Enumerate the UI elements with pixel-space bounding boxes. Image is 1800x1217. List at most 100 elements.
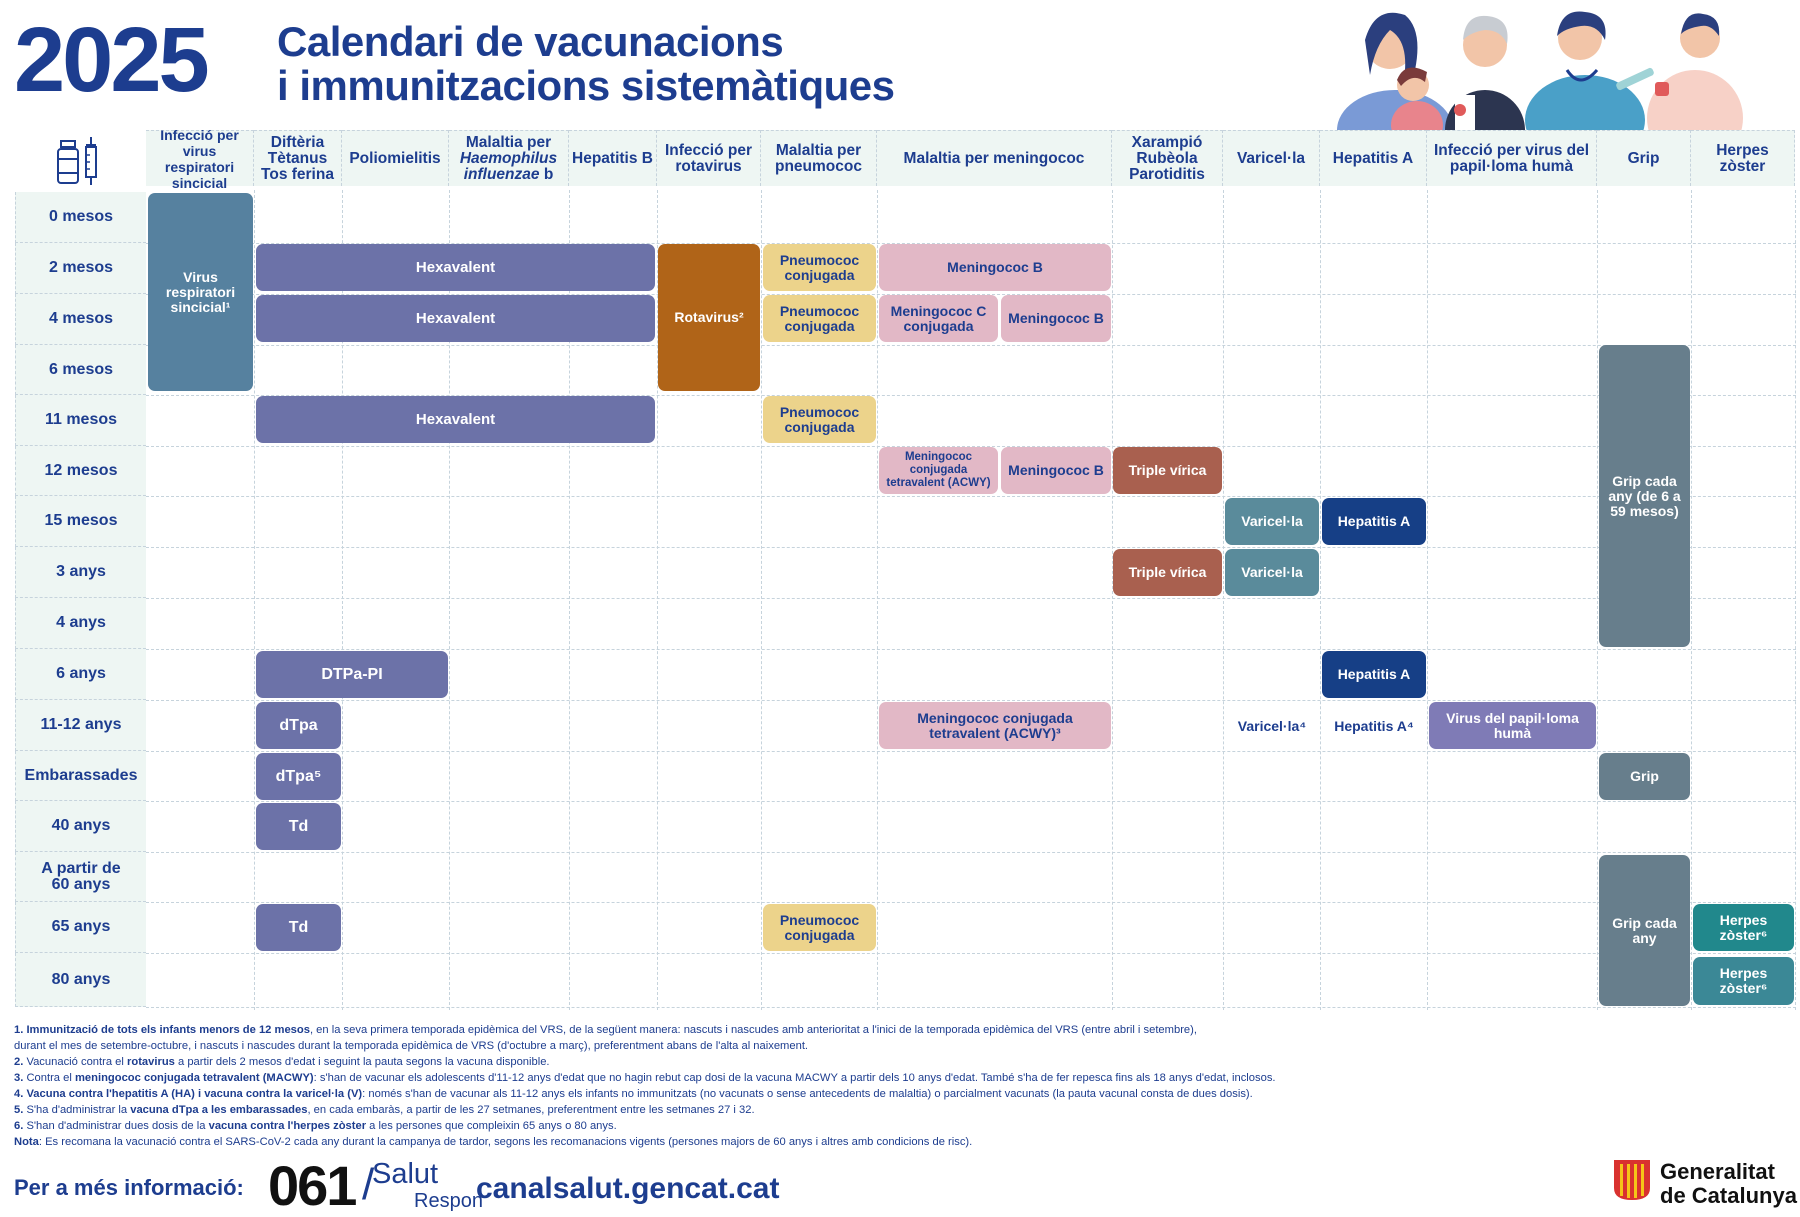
grid-line <box>1691 190 1692 1010</box>
grid-line <box>254 190 255 1010</box>
hepatitis-a-block: Hepatitis A <box>1322 651 1426 698</box>
herpes-zoster-block: Herpes zòster⁶ <box>1693 904 1794 951</box>
grid-line <box>146 801 1796 802</box>
footnote-nota: Nota: Es recomana la vacunació contra el… <box>14 1136 973 1148</box>
footnote-1: 1. Immunització de tots els infants meno… <box>14 1024 1197 1036</box>
rotavirus-block: Rotavirus² <box>658 244 760 391</box>
footnotes: 1. Immunització de tots els infants meno… <box>14 1022 1514 1150</box>
year-title: 2025 <box>14 9 210 111</box>
canalsalut-link[interactable]: canalsalut.gencat.cat <box>476 1172 780 1205</box>
grid-line <box>657 190 658 1010</box>
grid-line <box>146 953 1796 954</box>
header-vph: Infecció per virus del papil·loma humà <box>1427 130 1597 186</box>
triple-virica-block: Triple vírica <box>1113 549 1222 596</box>
slash-decoration: / <box>362 1160 375 1209</box>
row-label: Embarassades <box>15 751 146 801</box>
td-block: Td <box>256 803 341 850</box>
grid-line <box>1795 190 1796 1010</box>
title-line-1: Calendari de vacunacions <box>277 18 784 65</box>
phone-061: 061 <box>268 1154 357 1217</box>
row-label: 80 anys <box>15 953 146 1007</box>
footnote-5: 5. S'ha d'administrar la vacuna dTpa a l… <box>14 1104 755 1116</box>
hexavalent-block: Hexavalent <box>256 396 655 443</box>
header-hepa: Hepatitis A <box>1320 130 1427 186</box>
row-label: 40 anys <box>15 801 146 852</box>
header-hib-suffix: b <box>543 165 554 183</box>
generalitat-logo-icon <box>1614 1160 1650 1200</box>
header-mening: Malaltia per meningococ <box>877 130 1112 186</box>
grid-line <box>761 190 762 1010</box>
hexavalent-block: Hexavalent <box>256 244 655 291</box>
grid-line <box>146 598 1796 599</box>
herpes-zoster-block: Herpes zòster⁶ <box>1693 957 1794 1005</box>
row-label: 4 mesos <box>15 294 146 345</box>
row-label: 6 anys <box>15 649 146 700</box>
grid-line <box>1597 190 1598 1010</box>
row-label: 15 mesos <box>15 496 146 547</box>
page-title: Calendari de vacunacions i immunitzacion… <box>277 20 895 108</box>
dtpa-block: dTpa <box>256 702 341 749</box>
header-xrp: Xarampió Rubèola Parotiditis <box>1112 130 1223 186</box>
header-hib-prefix: Malaltia per <box>465 133 552 151</box>
generalitat-name: Generalitat de Catalunya <box>1660 1160 1797 1208</box>
grid-line <box>146 395 1796 396</box>
header-polio: Poliomielitis <box>342 130 449 186</box>
pneumococ-block: Pneumococ conjugada <box>763 904 876 951</box>
grid-line <box>146 345 1796 346</box>
header-herpes: Herpes zòster <box>1691 130 1795 186</box>
varicella-text: Varicel·la⁴ <box>1237 717 1307 734</box>
grid-line <box>1320 190 1321 1010</box>
meningococ-b-block: Meningococ B <box>879 244 1111 291</box>
row-label: 11-12 anys <box>15 700 146 751</box>
pneumococ-block: Pneumococ conjugada <box>763 396 876 443</box>
grid-line <box>146 751 1796 752</box>
header-pneumo: Malaltia per pneumococ <box>761 130 877 186</box>
grid-line <box>146 902 1796 903</box>
grid-line <box>1223 190 1224 1010</box>
respon-label: Respon <box>414 1190 483 1212</box>
grid-line <box>146 852 1796 853</box>
generalitat-line-2: de Catalunya <box>1660 1183 1797 1208</box>
vph-block: Virus del papil·loma humà <box>1429 702 1596 749</box>
row-label: 0 mesos <box>15 192 146 243</box>
header-grip: Grip <box>1597 130 1691 186</box>
footnote-4: 4. Vacuna contra l'hepatitis A (HA) i va… <box>14 1088 1253 1100</box>
grid-line <box>449 190 450 1010</box>
header-dtp: Diftèria Tètanus Tos ferina <box>254 130 342 186</box>
row-label: 65 anys <box>15 902 146 953</box>
row-label: 3 anys <box>15 547 146 598</box>
grid-line <box>146 1007 1796 1008</box>
row-label: 11 mesos <box>15 395 146 446</box>
grid-line <box>1427 190 1428 1010</box>
row-label: 4 anys <box>15 598 146 649</box>
dtpa-pi-block: DTPa-PI <box>256 651 448 698</box>
footnote-2: 2. Vacunació contra el rotavirus a parti… <box>14 1056 550 1068</box>
pneumococ-block: Pneumococ conjugada <box>763 295 876 342</box>
dtpa-pregnancy-block: dTpa⁵ <box>256 753 341 800</box>
triple-virica-block: Triple vírica <box>1113 447 1222 494</box>
header-hib: Malaltia per Haemophilus influenzae b <box>449 130 569 186</box>
row-label: 2 mesos <box>15 243 146 294</box>
hepatitis-a-block: Hepatitis A <box>1322 498 1426 545</box>
meningococ-b-block: Meningococ B <box>1001 447 1111 494</box>
grid-line <box>146 496 1796 497</box>
grid-line <box>146 649 1796 650</box>
footnote-1-cont: durant el mes de setembre-octubre, i nas… <box>14 1040 809 1052</box>
grid-line <box>877 190 878 1010</box>
grid-line <box>146 294 1796 295</box>
header-vrs: Infecció per virus respiratori sincicial <box>146 127 254 191</box>
vrs-block: Virus respiratori sincicial¹ <box>148 193 253 391</box>
grid-line <box>146 243 1796 244</box>
row-label: 6 mesos <box>15 345 146 395</box>
grid-line <box>342 190 343 1010</box>
grid-line <box>146 547 1796 548</box>
header-hib-italic: Haemophilus influenzae <box>459 149 558 183</box>
meningococ-acwy-block: Meningococ conjugada tetravalent (ACWY)³ <box>879 702 1111 749</box>
pneumococ-block: Pneumococ conjugada <box>763 244 876 291</box>
grid-line <box>146 446 1796 447</box>
header-hepb: Hepatitis B <box>569 130 657 186</box>
vaccine-syringe-icon <box>57 137 97 185</box>
grid-line <box>569 190 570 1010</box>
meningococ-b-block: Meningococ B <box>1001 295 1111 342</box>
footnote-6: 6. S'han d'administrar dues dosis de la … <box>14 1120 617 1132</box>
